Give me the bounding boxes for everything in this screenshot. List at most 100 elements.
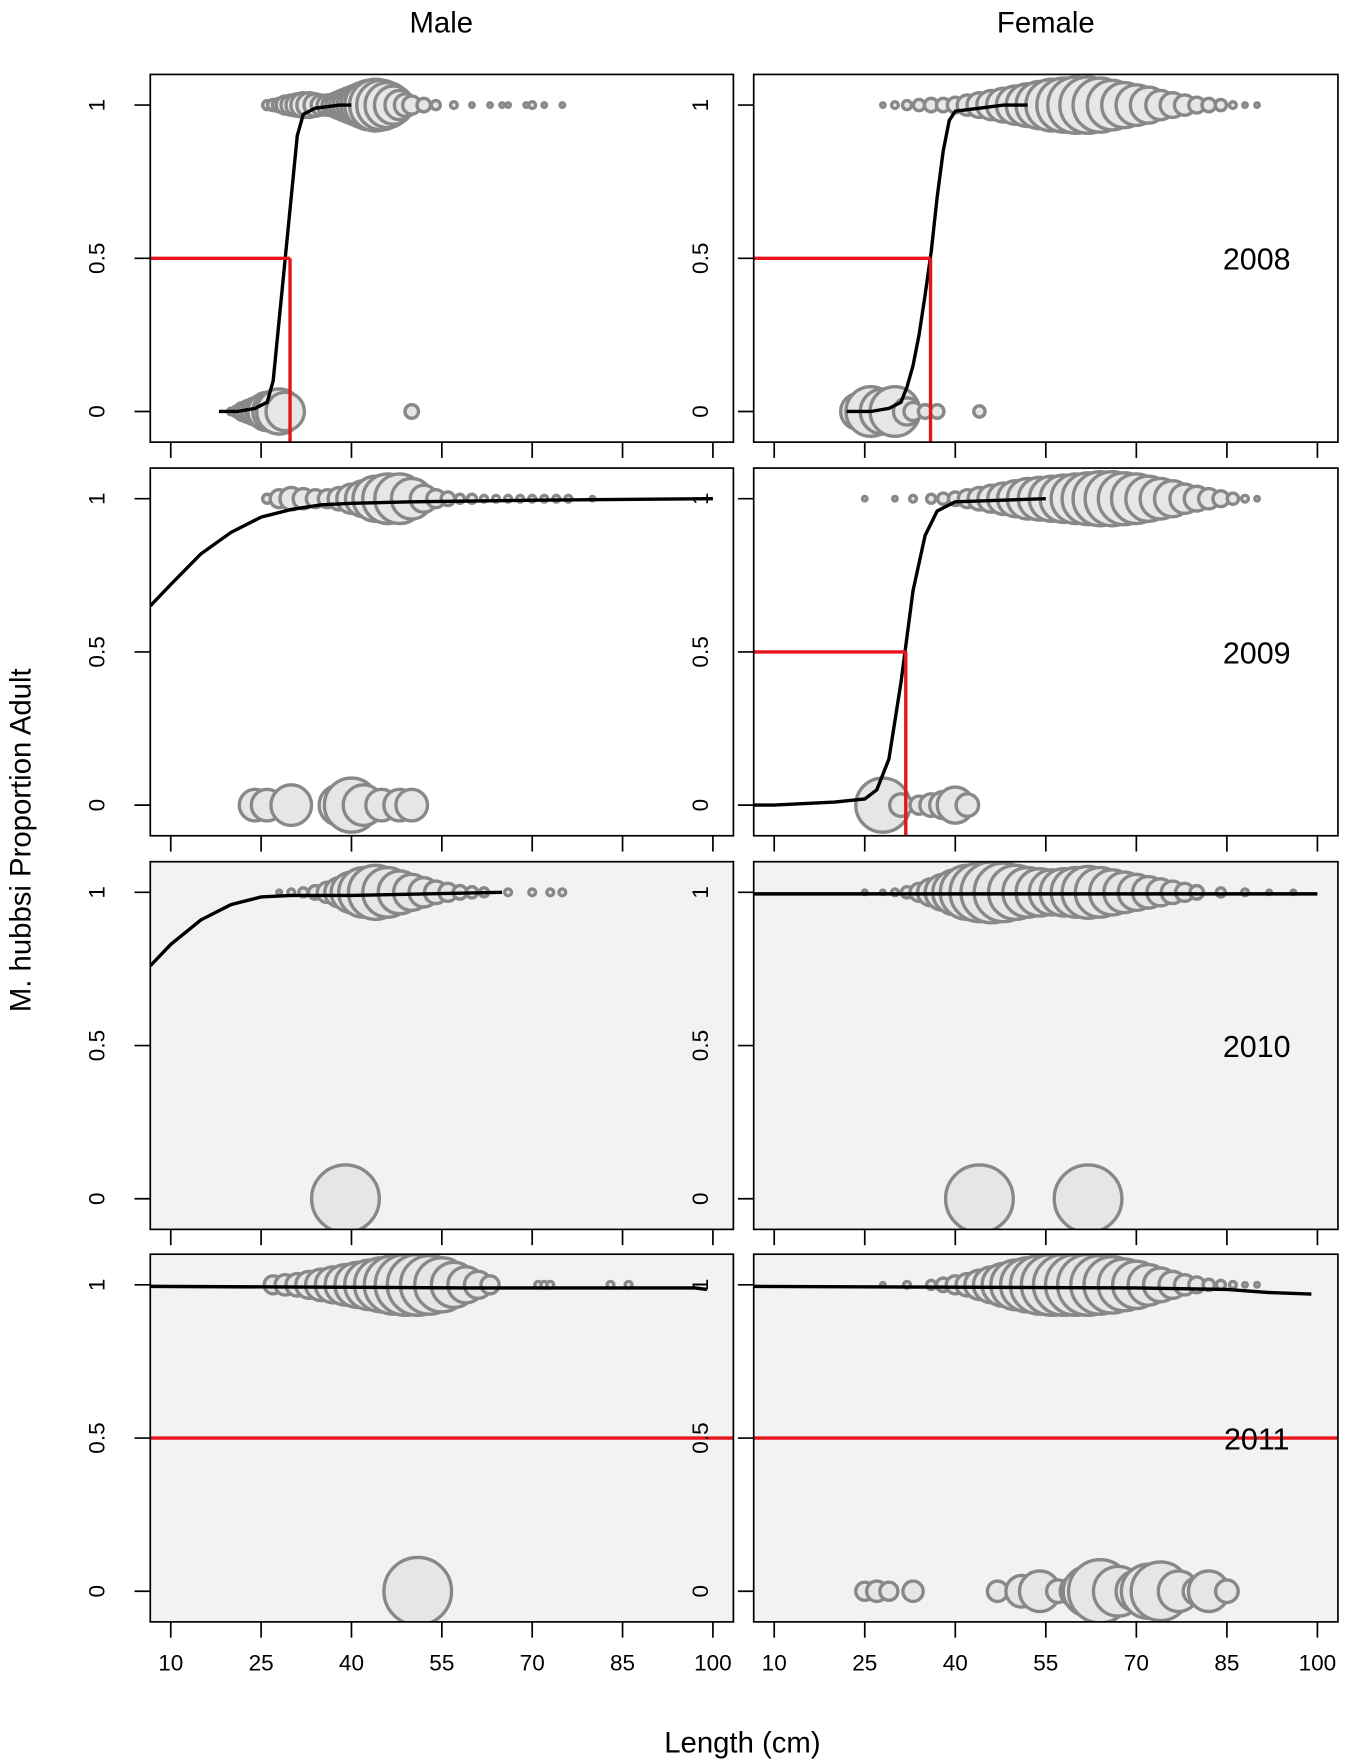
bubble [479, 1274, 501, 1296]
panel-frame [149, 73, 735, 443]
x-tick-label: 10 [762, 1651, 787, 1676]
x-tick-label: 100 [1299, 1651, 1337, 1676]
bubble [429, 98, 443, 112]
x-tick-label: 55 [429, 1651, 454, 1676]
panel-frame [149, 860, 735, 1231]
x-tick-label: 40 [339, 1651, 364, 1676]
maturity-curve [150, 890, 503, 968]
bubble [275, 888, 284, 897]
y-tick-label: 1 [688, 99, 713, 112]
bubble [901, 1579, 925, 1604]
bubble [527, 887, 538, 898]
y-tick-label: 0 [688, 1192, 713, 1205]
panel: 00.51 [84, 467, 735, 852]
bubble [503, 887, 514, 898]
y-tick-label: 0 [688, 799, 713, 812]
bubble [1200, 96, 1218, 114]
bubble [439, 490, 457, 508]
bubble [403, 403, 421, 420]
panel: 0 0.5 1 2010 [688, 860, 1339, 1246]
year-label: 2008 [1223, 243, 1291, 277]
y-tick-label: 0 [688, 405, 713, 418]
bubble [527, 100, 538, 111]
x-tick-label: 25 [249, 1651, 274, 1676]
panel-frame [752, 1253, 1339, 1623]
panel-frame [752, 860, 1339, 1231]
y-tick-label: 0 [84, 1585, 109, 1598]
bubble [498, 101, 507, 110]
y-tick-label: 1 [688, 492, 713, 505]
x-tick-label: 70 [520, 1651, 545, 1676]
maturity-curve [150, 497, 713, 608]
y-axis-label: M. hubbsi Proportion Adult [5, 668, 38, 1012]
x-tick-label: 55 [1033, 1651, 1058, 1676]
plot-area [753, 861, 1318, 1230]
y-tick-label: 1 [84, 1279, 109, 1292]
y-tick-label: 0 [84, 799, 109, 812]
x-tick-label: 85 [1214, 1651, 1239, 1676]
bubble [394, 787, 430, 823]
y-tick-label: 0.5 [688, 1030, 713, 1061]
bubble [415, 96, 433, 114]
bubble [972, 404, 987, 419]
bubble [943, 1163, 1015, 1230]
bubble [309, 1163, 381, 1230]
plot-area [150, 472, 713, 834]
y-tick-label: 0.5 [688, 243, 713, 274]
bubble [1225, 491, 1241, 507]
y-tick-label: 0.5 [688, 1422, 713, 1453]
bubble [1241, 1280, 1249, 1289]
y-tick-label: 1 [688, 1279, 713, 1292]
y-tick-label: 0.5 [84, 1030, 109, 1061]
bubble [878, 101, 887, 110]
y-tick-label: 0.5 [688, 636, 713, 667]
plot-area [150, 863, 568, 1230]
x-axis-label: Length (cm) [664, 1727, 820, 1760]
panel-background [753, 861, 1338, 1230]
panel: 00.51 [84, 73, 735, 458]
x-tick-label: 10 [158, 1651, 183, 1676]
column-title: Female [997, 7, 1095, 40]
bubble [269, 783, 314, 828]
bubble [1239, 493, 1251, 504]
year-label: 2010 [1223, 1030, 1291, 1064]
panel: 00.51 [84, 860, 735, 1246]
bubble [557, 887, 568, 898]
bubble [1227, 1279, 1238, 1290]
plot-area [150, 1254, 734, 1622]
maturity-curve [753, 497, 1046, 807]
bubble [954, 792, 981, 819]
y-tick-label: 0.5 [84, 1422, 109, 1453]
y-tick-label: 0.5 [84, 636, 109, 667]
bubble [1227, 100, 1238, 111]
panel: 0 0.5 1 2009 [688, 467, 1339, 852]
panel-background [150, 468, 734, 836]
plot-area [753, 1254, 1338, 1622]
maturity-curve [150, 1284, 708, 1292]
x-tick-label: 25 [852, 1651, 877, 1676]
bubble [1213, 97, 1229, 113]
bubble [860, 494, 869, 503]
bubble [907, 493, 919, 504]
year-label: 2011 [1224, 1422, 1289, 1456]
bubble [924, 492, 938, 505]
panel-frame [752, 467, 1339, 837]
y-tick-label: 1 [688, 886, 713, 899]
bubble [889, 100, 901, 111]
y-tick-label: 1 [84, 886, 109, 899]
panel: 0 0.5 1 10 25 40 55 70 85 100 2011 [688, 1253, 1339, 1676]
bubble [1253, 1280, 1262, 1289]
y-tick-label: 0 [688, 1585, 713, 1598]
bubble [900, 98, 914, 112]
bubble [558, 101, 567, 110]
panel-frame [752, 73, 1339, 443]
bubble [468, 101, 476, 110]
x-tick-label: 85 [610, 1651, 635, 1676]
column-title: Male [410, 7, 474, 40]
bubble [878, 1580, 900, 1602]
y-tick-label: 1 [84, 99, 109, 112]
bubble [1213, 1578, 1240, 1605]
